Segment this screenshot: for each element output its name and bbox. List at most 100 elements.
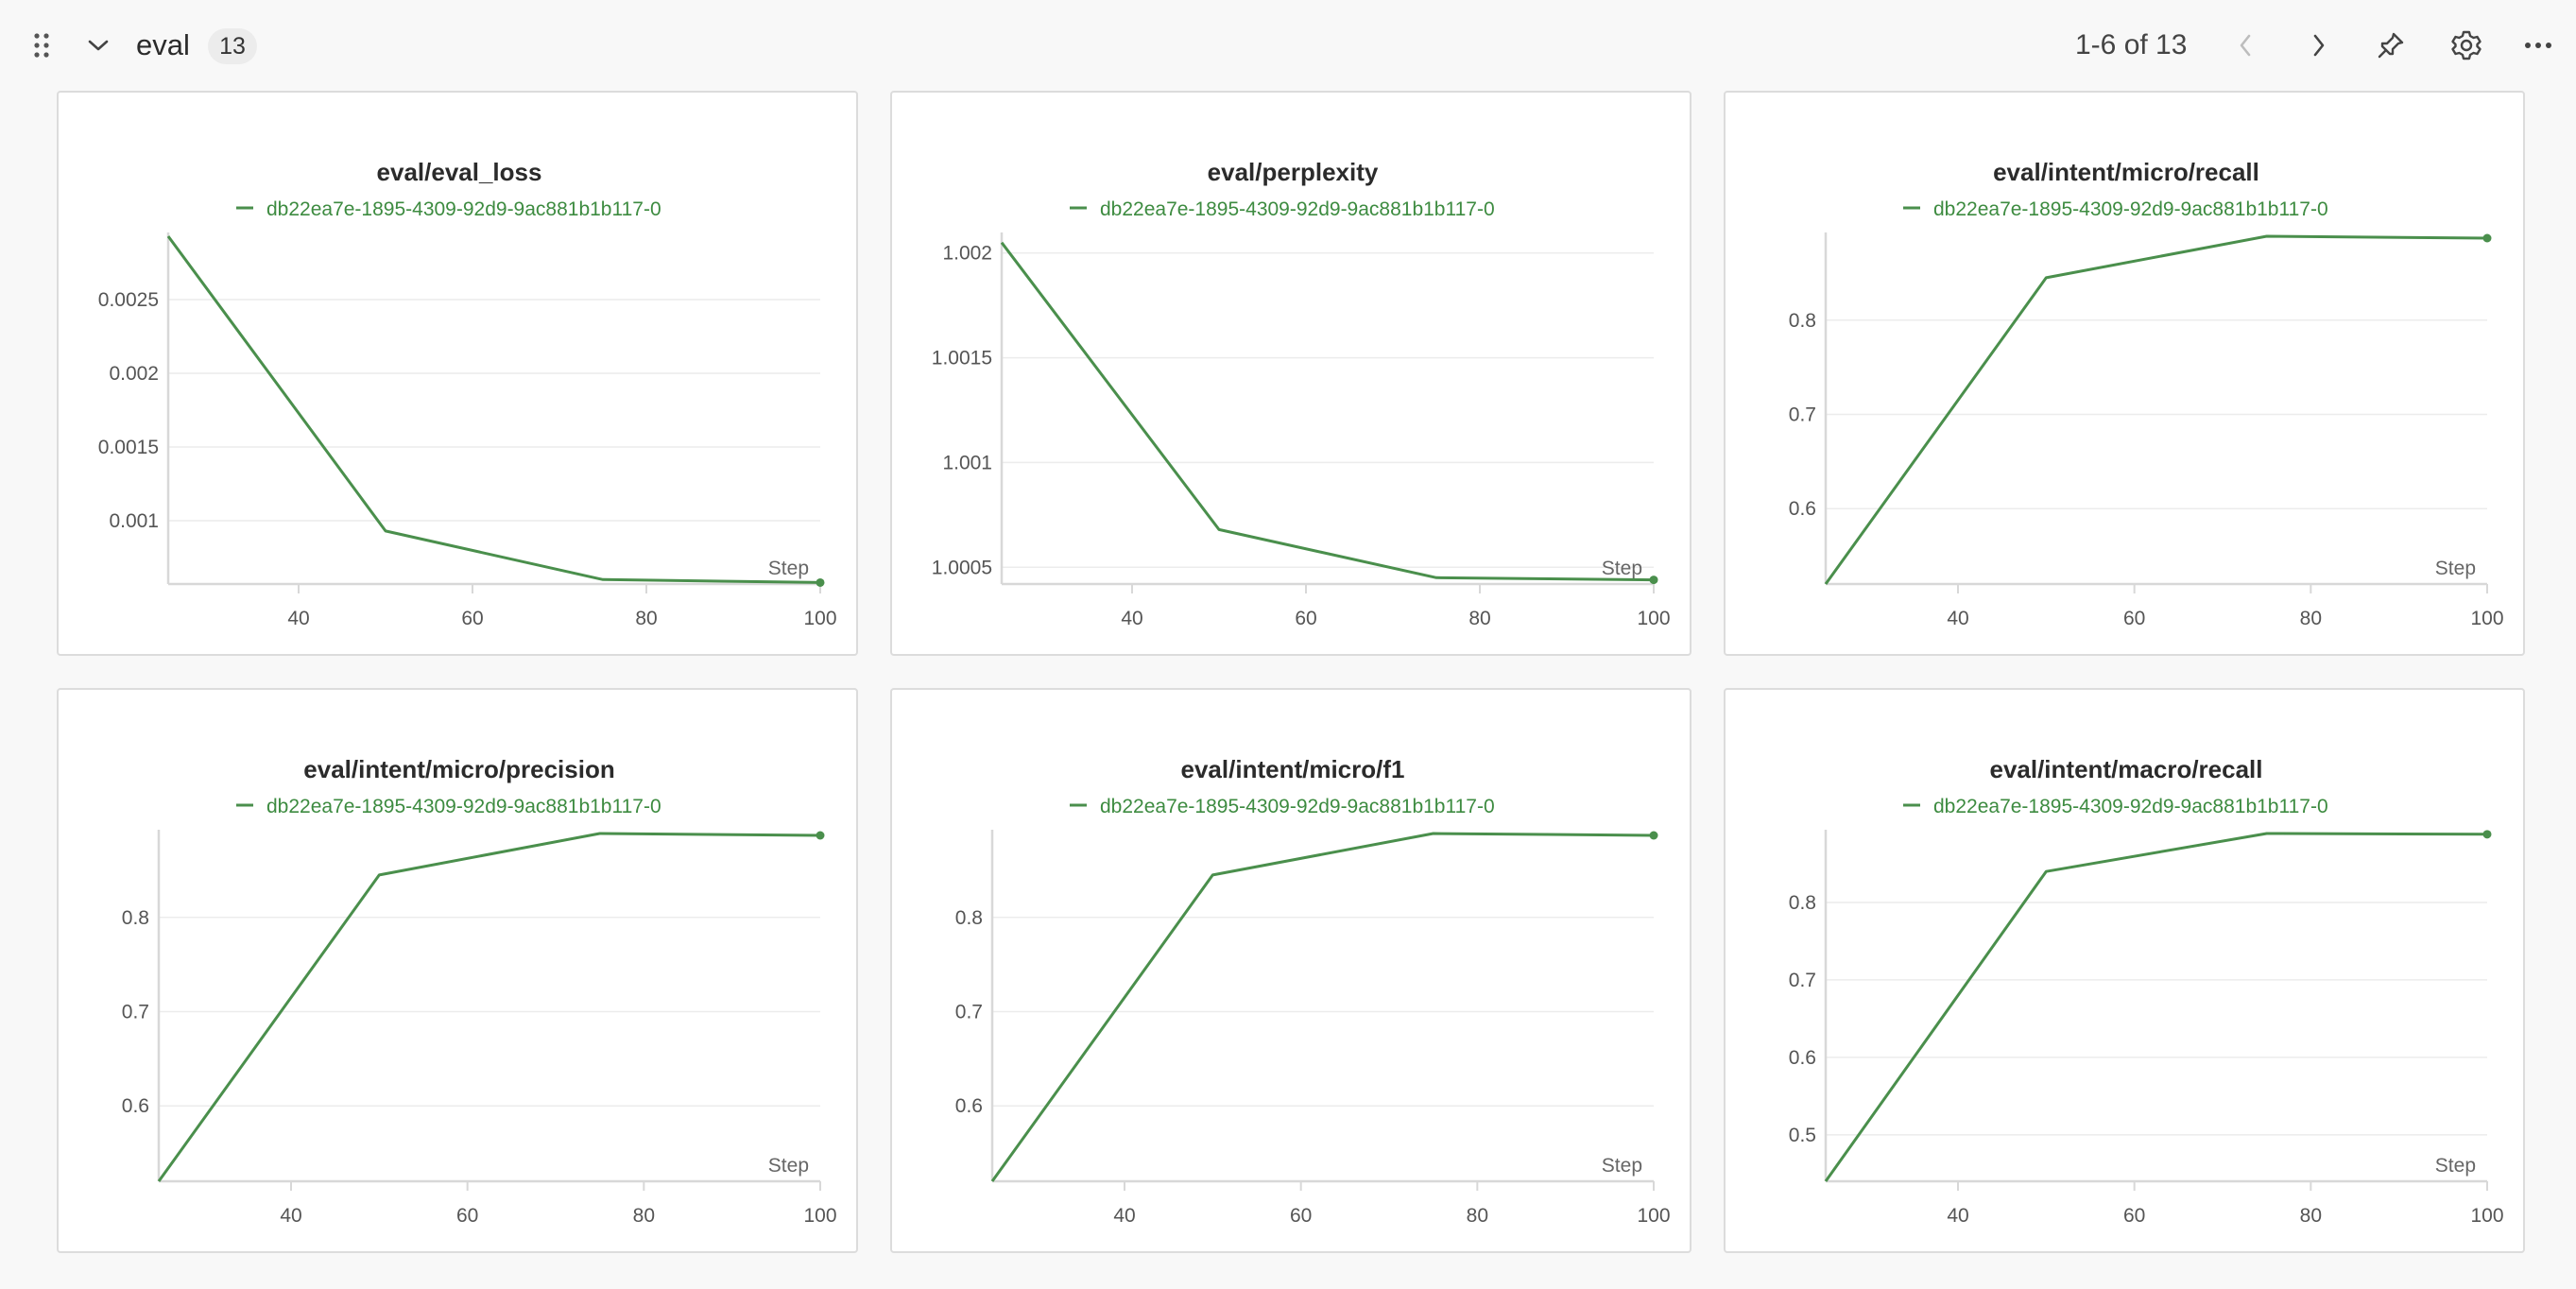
y-tick-label: 0.7 [955, 1001, 983, 1023]
line-chart: eval/intent/micro/recall db22ea7e-1895-4… [1789, 158, 2504, 629]
series-line[interactable] [1824, 234, 2488, 585]
chart-title: eval/perplexity [1208, 158, 1379, 186]
y-tick-label: 0.5 [1789, 1125, 1816, 1146]
x-tick-label: 80 [1467, 1205, 1488, 1227]
y-tick-label: 1.0015 [932, 348, 992, 370]
line-chart: eval/eval_loss db22ea7e-1895-4309-92d9-9… [98, 158, 837, 629]
y-tick-label: 1.0005 [932, 557, 992, 578]
chart-panel-perplexity[interactable]: eval/perplexity db22ea7e-1895-4309-92d9-… [890, 91, 1692, 656]
data-point[interactable] [1649, 576, 1658, 585]
x-tick-label: 40 [287, 608, 309, 629]
chart-panel-eval-loss[interactable]: eval/eval_loss db22ea7e-1895-4309-92d9-9… [57, 91, 858, 656]
chart-legend[interactable]: db22ea7e-1895-4309-92d9-9ac881b1b117-0 [236, 198, 661, 220]
x-axis-label: Step [1602, 1155, 1642, 1177]
y-tick-label: 0.8 [122, 907, 149, 929]
chevron-down-icon [88, 40, 109, 51]
chart-title: eval/intent/micro/precision [303, 755, 614, 783]
y-tick-label: 1.001 [942, 452, 992, 473]
line-chart: eval/intent/macro/recall db22ea7e-1895-4… [1789, 755, 2504, 1227]
section-title: eval [136, 28, 190, 61]
data-point[interactable] [1649, 831, 1658, 840]
chart-panel-intent-macro-recall[interactable]: eval/intent/macro/recall db22ea7e-1895-4… [1724, 688, 2525, 1253]
x-tick-label: 80 [633, 1205, 655, 1227]
x-tick-label: 60 [1295, 608, 1316, 629]
x-tick-label: 80 [1468, 608, 1490, 629]
x-axis-label: Step [768, 558, 809, 579]
x-axis-label: Step [2435, 1155, 2476, 1177]
y-tick-label: 0.002 [109, 363, 159, 385]
chart-legend[interactable]: db22ea7e-1895-4309-92d9-9ac881b1b117-0 [1903, 198, 2328, 220]
legend-entry: db22ea7e-1895-4309-92d9-9ac881b1b117-0 [1100, 796, 1495, 817]
drag-handle[interactable] [26, 26, 57, 64]
drag-handle-icon [34, 33, 49, 58]
y-tick-label: 0.6 [1789, 1047, 1816, 1069]
data-point[interactable] [816, 831, 825, 840]
data-point[interactable] [2482, 830, 2492, 839]
line-chart: eval/intent/micro/f1 db22ea7e-1895-4309-… [955, 755, 1671, 1227]
x-axis-label: Step [768, 1155, 809, 1177]
data-point[interactable] [816, 577, 825, 587]
chart-panel-intent-micro-f1[interactable]: eval/intent/micro/f1 db22ea7e-1895-4309-… [890, 688, 1692, 1253]
legend-entry: db22ea7e-1895-4309-92d9-9ac881b1b117-0 [1100, 198, 1495, 220]
y-tick-label: 0.8 [1789, 310, 1816, 332]
collapse-section-button[interactable] [79, 26, 117, 64]
y-tick-label: 0.001 [109, 510, 159, 532]
legend-entry: db22ea7e-1895-4309-92d9-9ac881b1b117-0 [1933, 796, 2328, 817]
y-tick-label: 0.0015 [98, 437, 159, 458]
y-tick-label: 0.6 [122, 1095, 149, 1117]
y-tick-label: 0.7 [122, 1001, 149, 1023]
chart-legend[interactable]: db22ea7e-1895-4309-92d9-9ac881b1b117-0 [1070, 198, 1495, 220]
pin-button[interactable] [2370, 25, 2412, 66]
y-tick-label: 0.8 [955, 907, 983, 929]
x-tick-label: 80 [2300, 1205, 2322, 1227]
pin-icon [2378, 32, 2404, 59]
panel-section-header: eval 13 1-6 of 13 [0, 0, 2576, 91]
x-tick-label: 60 [2123, 1205, 2145, 1227]
series-line[interactable] [1000, 241, 1655, 582]
series-line[interactable] [990, 832, 1655, 1182]
series-line[interactable] [166, 235, 821, 584]
chart-panel-intent-micro-recall[interactable]: eval/intent/micro/recall db22ea7e-1895-4… [1724, 91, 2525, 656]
next-page-button[interactable] [2300, 26, 2338, 64]
x-tick-label: 40 [1113, 1205, 1135, 1227]
y-tick-label: 0.7 [1789, 970, 1816, 991]
panel-settings-button[interactable] [2446, 25, 2487, 66]
x-tick-label: 100 [803, 608, 836, 629]
chart-panel-intent-micro-precision[interactable]: eval/intent/micro/precision db22ea7e-189… [57, 688, 858, 1253]
x-tick-label: 40 [1121, 608, 1142, 629]
x-tick-label: 100 [2470, 1205, 2503, 1227]
x-tick-label: 80 [635, 608, 657, 629]
more-options-button[interactable] [2517, 25, 2559, 66]
chart-legend[interactable]: db22ea7e-1895-4309-92d9-9ac881b1b117-0 [236, 796, 661, 817]
x-tick-label: 40 [1947, 1205, 1968, 1227]
line-chart: eval/perplexity db22ea7e-1895-4309-92d9-… [932, 158, 1671, 629]
chart-legend[interactable]: db22ea7e-1895-4309-92d9-9ac881b1b117-0 [1070, 796, 1495, 817]
chevron-right-icon [2313, 34, 2325, 57]
data-point[interactable] [2482, 233, 2492, 243]
x-tick-label: 60 [456, 1205, 478, 1227]
legend-entry: db22ea7e-1895-4309-92d9-9ac881b1b117-0 [266, 796, 661, 817]
x-tick-label: 40 [280, 1205, 301, 1227]
section-count-badge: 13 [208, 28, 257, 64]
chart-title: eval/intent/micro/recall [1993, 158, 2259, 186]
previous-page-button[interactable] [2226, 26, 2264, 64]
line-chart: eval/intent/micro/precision db22ea7e-189… [122, 755, 837, 1227]
chart-legend[interactable]: db22ea7e-1895-4309-92d9-9ac881b1b117-0 [1903, 796, 2328, 817]
x-tick-label: 100 [803, 1205, 836, 1227]
x-tick-label: 100 [1637, 1205, 1670, 1227]
x-axis-label: Step [2435, 558, 2476, 579]
legend-entry: db22ea7e-1895-4309-92d9-9ac881b1b117-0 [266, 198, 661, 220]
pagination-text: 1-6 of 13 [2075, 29, 2188, 60]
more-horizontal-icon [2525, 43, 2551, 48]
x-tick-label: 80 [2300, 608, 2322, 629]
y-tick-label: 0.6 [955, 1095, 983, 1117]
gear-icon [2451, 30, 2482, 60]
series-line[interactable] [157, 832, 821, 1182]
chart-title: eval/intent/micro/f1 [1181, 755, 1405, 783]
x-tick-label: 60 [461, 608, 483, 629]
x-tick-label: 40 [1947, 608, 1968, 629]
series-line[interactable] [1824, 832, 2488, 1182]
y-tick-label: 0.6 [1789, 498, 1816, 520]
x-axis-label: Step [1602, 558, 1642, 579]
y-tick-label: 0.0025 [98, 289, 159, 311]
